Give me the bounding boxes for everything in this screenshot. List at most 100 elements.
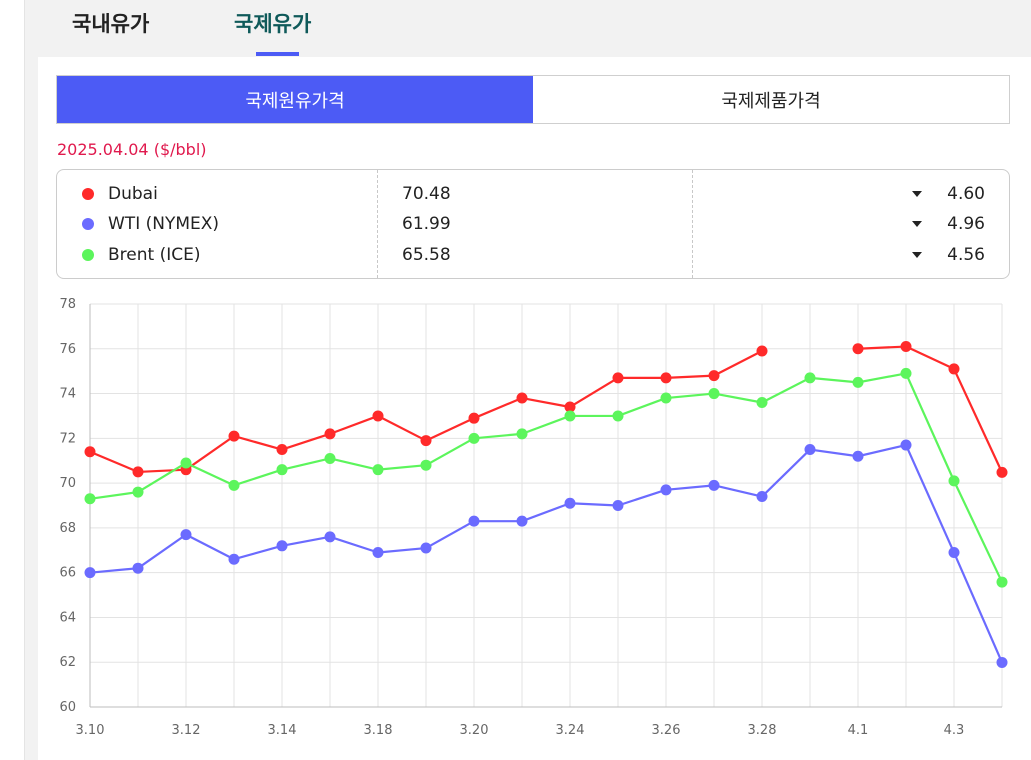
data-point bbox=[996, 656, 1008, 668]
summary-name: Dubai bbox=[108, 184, 158, 204]
left-edge bbox=[0, 0, 25, 760]
data-point bbox=[900, 341, 912, 353]
data-point bbox=[900, 367, 912, 379]
data-point bbox=[420, 459, 432, 471]
down-arrow-icon bbox=[912, 252, 922, 258]
data-point bbox=[132, 486, 144, 498]
data-point bbox=[996, 466, 1008, 478]
x-tick-label: 3.20 bbox=[460, 723, 489, 738]
x-tick-label: 3.14 bbox=[268, 723, 297, 738]
content-card bbox=[38, 57, 1031, 760]
data-point bbox=[516, 428, 528, 440]
down-arrow-icon bbox=[912, 191, 922, 197]
y-tick-label: 66 bbox=[59, 566, 76, 581]
data-point bbox=[372, 547, 384, 559]
data-point bbox=[276, 540, 288, 552]
y-tick-label: 76 bbox=[59, 342, 76, 357]
y-tick-label: 72 bbox=[59, 431, 76, 446]
data-point bbox=[708, 479, 720, 491]
data-point bbox=[228, 553, 240, 565]
data-point bbox=[180, 529, 192, 541]
data-point bbox=[900, 439, 912, 451]
summary-row-brent: Brent (ICE) 65.58 4.56 bbox=[57, 240, 1011, 270]
data-point bbox=[708, 388, 720, 400]
data-point bbox=[468, 515, 480, 527]
tab-international-oil[interactable]: 국제유가 bbox=[234, 12, 312, 36]
series-line-1 bbox=[89, 443, 1004, 663]
y-tick-label: 62 bbox=[59, 655, 76, 670]
data-point bbox=[468, 412, 480, 424]
x-tick-label: 4.3 bbox=[944, 723, 965, 738]
x-tick-label: 3.18 bbox=[364, 723, 393, 738]
data-point bbox=[804, 372, 816, 384]
data-point bbox=[852, 450, 864, 462]
x-tick-label: 3.12 bbox=[172, 723, 201, 738]
data-point bbox=[660, 392, 672, 404]
data-point bbox=[420, 435, 432, 447]
x-tick-label: 3.26 bbox=[652, 723, 681, 738]
summary-divider bbox=[692, 170, 693, 278]
y-tick-label: 78 bbox=[59, 297, 76, 312]
data-point bbox=[324, 531, 336, 543]
data-point bbox=[612, 500, 624, 511]
down-arrow-icon bbox=[912, 221, 922, 227]
data-point bbox=[564, 410, 576, 422]
summary-name: WTI (NYMEX) bbox=[108, 214, 220, 234]
subtab-crude-oil-price[interactable]: 국제원유가격 bbox=[57, 76, 533, 123]
summary-row-wti: WTI (NYMEX) 61.99 4.96 bbox=[57, 209, 1011, 239]
data-point bbox=[132, 562, 144, 574]
data-point bbox=[180, 457, 192, 469]
data-point bbox=[516, 515, 528, 527]
x-tick-label: 3.28 bbox=[748, 723, 777, 738]
data-point bbox=[612, 372, 624, 384]
data-point bbox=[564, 497, 576, 509]
data-point bbox=[84, 567, 96, 579]
legend-dot-wti bbox=[82, 218, 94, 230]
data-point bbox=[804, 444, 816, 456]
data-point bbox=[756, 491, 768, 503]
subtab-product-price[interactable]: 국제제품가격 bbox=[721, 90, 821, 112]
y-tick-label: 74 bbox=[59, 387, 76, 402]
summary-change: 4.60 bbox=[947, 184, 985, 204]
data-point bbox=[948, 547, 960, 559]
data-point bbox=[372, 464, 384, 476]
y-tick-label: 68 bbox=[59, 521, 76, 536]
data-point bbox=[948, 475, 960, 487]
data-point bbox=[132, 466, 144, 478]
summary-divider bbox=[377, 170, 378, 278]
data-point bbox=[324, 452, 336, 464]
legend-dot-brent bbox=[82, 249, 94, 261]
sub-tab-group: 국제원유가격 국제제품가격 bbox=[56, 75, 1010, 124]
data-point bbox=[84, 446, 96, 458]
y-tick-label: 60 bbox=[59, 700, 76, 715]
date-unit-label: 2025.04.04 ($/bbl) bbox=[57, 140, 207, 159]
y-tick-label: 70 bbox=[59, 476, 76, 491]
summary-price: 70.48 bbox=[402, 184, 451, 204]
data-point bbox=[372, 410, 384, 422]
summary-price: 65.58 bbox=[402, 245, 451, 265]
data-point bbox=[228, 430, 240, 442]
data-point bbox=[84, 493, 96, 505]
x-tick-label: 3.10 bbox=[76, 723, 105, 738]
data-point bbox=[852, 376, 864, 388]
legend-dot-dubai bbox=[82, 188, 94, 200]
summary-change: 4.96 bbox=[947, 214, 985, 234]
data-point bbox=[228, 479, 240, 491]
series-line-2 bbox=[89, 372, 1003, 583]
price-summary-box: Dubai 70.48 4.60 WTI (NYMEX) 61.99 4.96 … bbox=[56, 169, 1010, 279]
data-point bbox=[756, 397, 768, 409]
tab-domestic-oil[interactable]: 국내유가 bbox=[72, 12, 150, 36]
data-point bbox=[660, 372, 672, 384]
data-point bbox=[660, 484, 672, 496]
y-tick-label: 64 bbox=[59, 610, 76, 625]
data-point bbox=[324, 428, 336, 440]
data-point bbox=[852, 343, 864, 355]
data-point bbox=[756, 345, 768, 357]
summary-name: Brent (ICE) bbox=[108, 245, 201, 265]
data-point bbox=[420, 542, 432, 554]
oil-price-line-chart: 60 62 64 66 68 70 72 74 76 78 3.10 3.12 3.14 3.18 3.20… bbox=[59, 297, 1008, 738]
data-point bbox=[516, 392, 528, 404]
data-point bbox=[948, 363, 960, 375]
active-tab-indicator bbox=[256, 52, 299, 56]
data-point bbox=[708, 370, 720, 382]
